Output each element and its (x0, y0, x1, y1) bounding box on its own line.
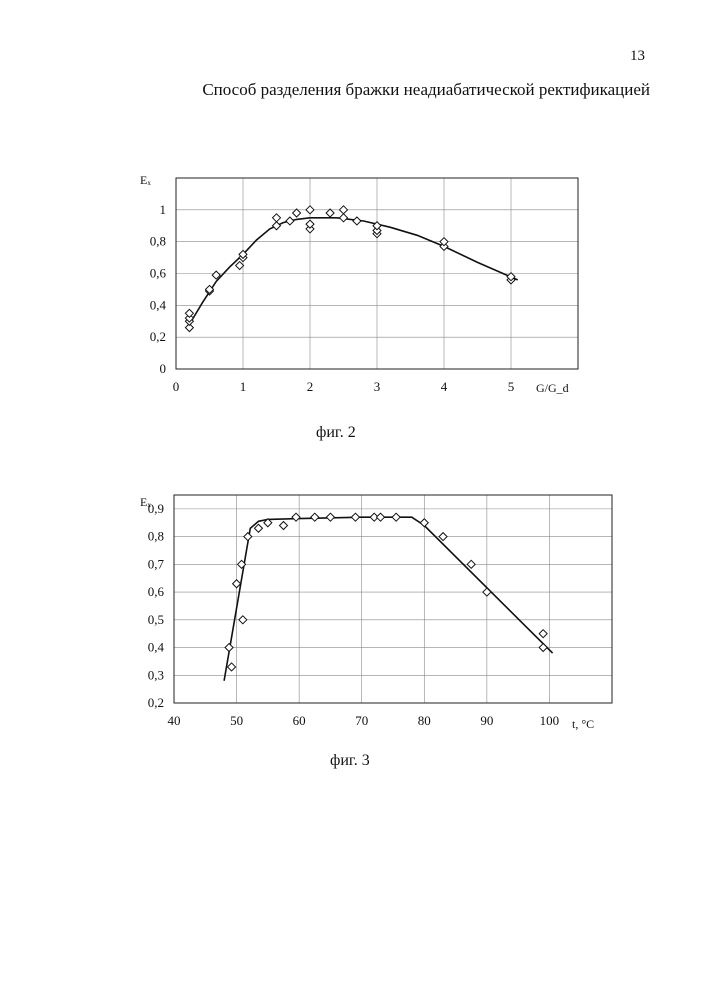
y-axis-label: Eₓ (140, 495, 151, 509)
data-point (326, 513, 334, 521)
data-point (483, 588, 491, 596)
data-point (244, 533, 252, 541)
x-tick-label: 70 (355, 713, 368, 728)
data-point (376, 513, 384, 521)
data-point (292, 513, 300, 521)
y-tick-label: 0,4 (148, 640, 165, 655)
x-tick-label: 50 (230, 713, 243, 728)
x-axis-label: t, °C (572, 717, 594, 731)
x-tick-label: 90 (480, 713, 493, 728)
data-point (280, 522, 288, 530)
data-point (420, 519, 428, 527)
data-point (233, 580, 241, 588)
x-tick-label: 100 (540, 713, 560, 728)
data-point (392, 513, 400, 521)
trend-line (224, 517, 552, 681)
y-tick-label: 0,6 (148, 584, 165, 599)
x-tick-label: 80 (418, 713, 431, 728)
data-point (439, 533, 447, 541)
data-point (539, 644, 547, 652)
data-point (467, 560, 475, 568)
y-tick-label: 0,2 (148, 695, 164, 710)
y-tick-label: 0,7 (148, 556, 165, 571)
x-tick-label: 60 (293, 713, 306, 728)
data-point (311, 513, 319, 521)
fig3-caption: фиг. 3 (330, 752, 370, 770)
y-tick-label: 0,5 (148, 612, 164, 627)
data-point (228, 663, 236, 671)
data-point (351, 513, 359, 521)
x-tick-label: 40 (168, 713, 181, 728)
chart-fig3: 4050607080901000,20,30,40,50,60,70,80,9E… (0, 0, 707, 800)
plot-frame (174, 495, 612, 703)
data-point (239, 616, 247, 624)
data-point (539, 630, 547, 638)
data-point (225, 644, 233, 652)
y-tick-label: 0,3 (148, 667, 164, 682)
data-point (254, 524, 262, 532)
y-tick-label: 0,8 (148, 529, 164, 544)
